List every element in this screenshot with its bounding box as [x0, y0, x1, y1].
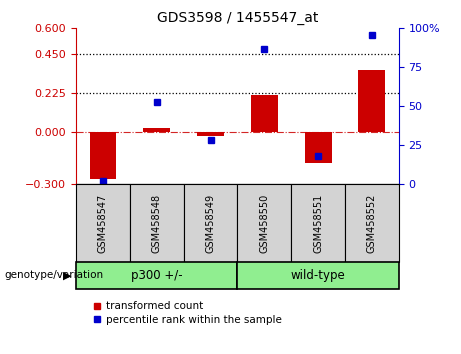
Bar	[358, 70, 385, 132]
Bar	[183, 184, 237, 262]
Text: wild-type: wild-type	[291, 269, 345, 282]
Bar	[345, 184, 399, 262]
Text: GSM458548: GSM458548	[152, 193, 162, 253]
Bar	[89, 132, 116, 179]
Text: GSM458547: GSM458547	[98, 193, 108, 253]
Text: p300 +/-: p300 +/-	[131, 269, 183, 282]
Text: genotype/variation: genotype/variation	[5, 270, 104, 280]
Bar	[237, 184, 291, 262]
Bar	[197, 132, 224, 136]
Bar	[291, 184, 345, 262]
Bar	[76, 184, 130, 262]
Bar	[305, 132, 331, 163]
Bar	[76, 262, 237, 289]
Text: GSM458549: GSM458549	[206, 193, 216, 253]
Text: GSM458551: GSM458551	[313, 193, 323, 253]
Text: GSM458550: GSM458550	[259, 193, 269, 253]
Text: ▶: ▶	[63, 270, 71, 280]
Bar	[143, 128, 170, 132]
Title: GDS3598 / 1455547_at: GDS3598 / 1455547_at	[157, 11, 318, 24]
Bar	[251, 95, 278, 132]
Legend: transformed count, percentile rank within the sample: transformed count, percentile rank withi…	[89, 297, 286, 329]
Text: GSM458552: GSM458552	[367, 193, 377, 253]
Bar	[130, 184, 183, 262]
Bar	[237, 262, 399, 289]
